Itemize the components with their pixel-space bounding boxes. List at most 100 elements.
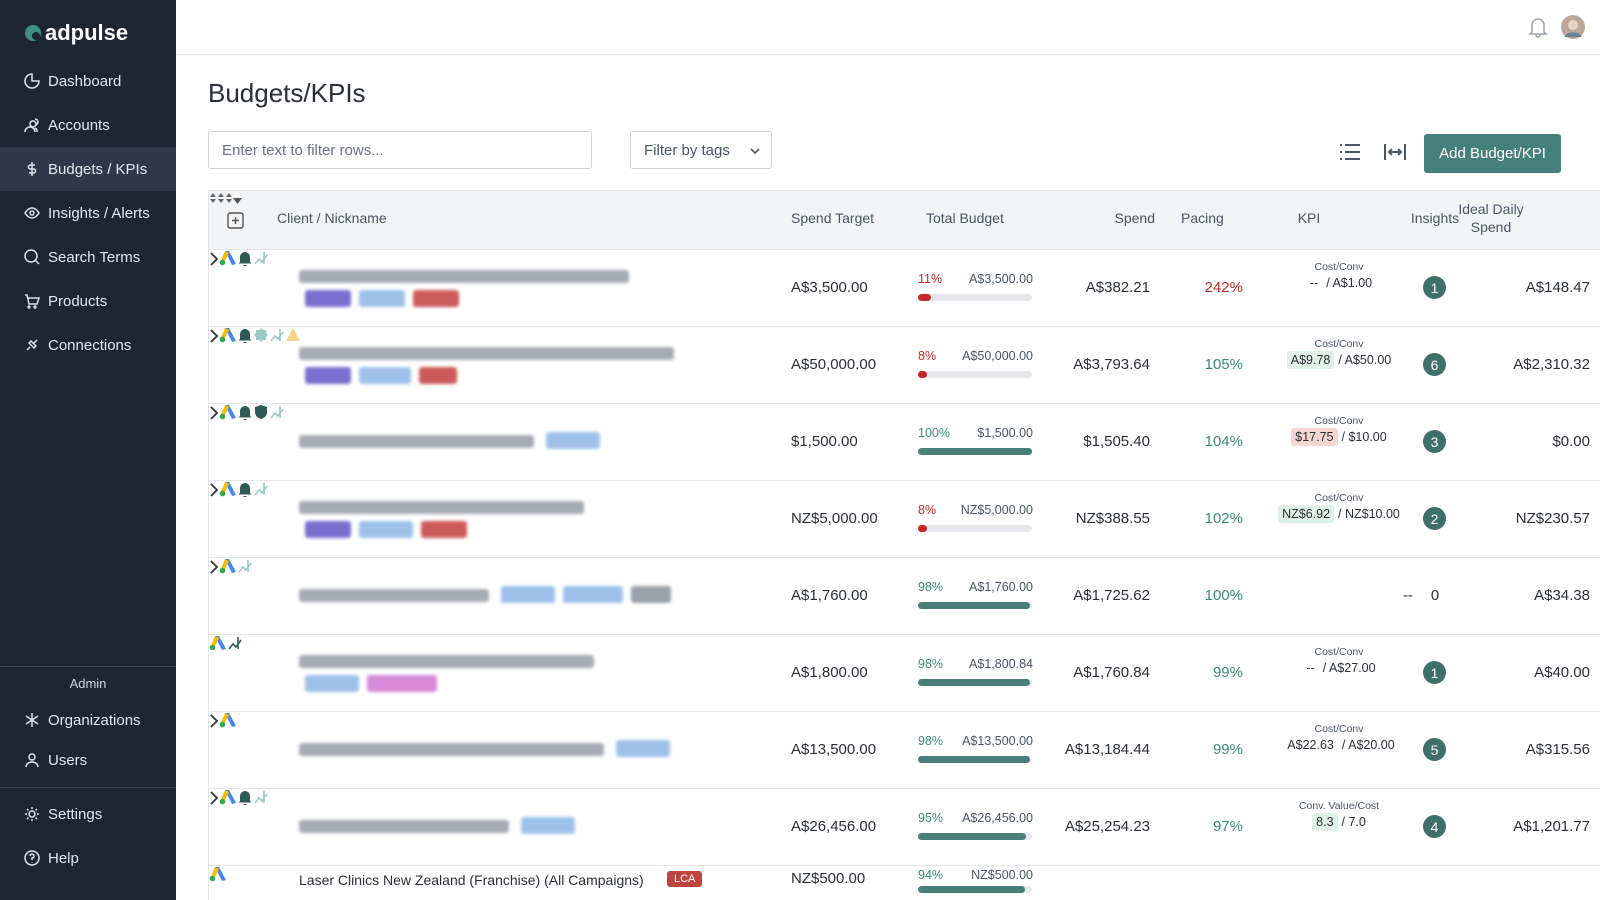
list-view-icon[interactable] [1339,142,1361,162]
nav-item[interactable]: Organizations [0,698,176,742]
status-icon[interactable] [253,404,269,420]
nav-label: Search Terms [48,248,141,266]
progress-bar [918,679,1030,686]
table-row[interactable]: A$13,500.00 98% A$13,500.00 A$13,184.44 99% C… [209,712,1600,789]
brand-logo [25,25,41,41]
add-budget-button[interactable]: Add Budget/KPI [1424,134,1561,173]
budget-percent: 98% [918,734,944,748]
table-row[interactable]: A$50,000.00 8% A$50,000.00 A$3,793.64 105% Co… [209,327,1600,404]
total-budget: $1,500.00 [977,426,1033,440]
insights-badge[interactable]: 5 [1423,738,1446,761]
expand-all-icon[interactable] [227,212,244,229]
expand-toggle[interactable] [209,252,219,266]
client-name-redacted [299,501,584,514]
expand-toggle[interactable] [209,560,219,574]
admin-title: Admin [69,676,107,691]
progress-bar [918,371,928,378]
insights-badge[interactable]: 4 [1423,815,1446,838]
sort-icon[interactable] [233,198,242,204]
status-icon[interactable] [253,327,269,343]
notifications-icon[interactable] [1528,16,1548,38]
table-row[interactable]: A$1,760.00 98% A$1,760.00 A$1,725.62 100% -- 0… [209,558,1600,635]
table-row[interactable]: Laser Clinics New Zealand (Franchise) (A… [209,866,1600,900]
spend: A$1,725.62 [1073,587,1150,604]
insights-badge[interactable]: 6 [1423,353,1446,376]
status-icon[interactable] [253,789,269,805]
tags-filter[interactable]: Filter by tags [630,131,772,169]
nav-item[interactable]: Dashboard [0,59,176,103]
table-row[interactable]: A$1,800.00 98% A$1,800.84 A$1,760.84 99% Cost… [209,635,1600,712]
expand-toggle[interactable] [209,406,219,420]
status-icon[interactable] [285,327,301,343]
insights-badge[interactable]: 2 [1423,507,1446,530]
insights-badge[interactable]: 3 [1423,430,1446,453]
filter-input[interactable]: Enter text to filter rows... [208,131,592,169]
sort-icon[interactable] [225,192,233,204]
status-icon[interactable] [253,250,269,266]
status-icon[interactable] [237,250,253,267]
kpi-label: Cost/Conv [1314,723,1364,735]
status-icon[interactable] [269,404,285,420]
table-row[interactable]: $1,500.00 100% $1,500.00 $1,505.40 104% Cost/… [209,404,1600,481]
status-icon[interactable] [237,558,253,574]
sort-icon[interactable] [209,192,217,204]
fit-width-icon[interactable] [1383,142,1407,162]
nav-item[interactable]: Settings [0,792,176,836]
icon-path [238,329,252,344]
table-row[interactable]: A$26,456.00 95% A$26,456.00 A$25,254.23 97% C… [209,789,1600,866]
nav-icon [24,850,40,866]
google-ads-logo [219,251,236,266]
client-name-redacted [299,270,629,283]
expand-toggle[interactable] [209,483,219,497]
nav-item[interactable]: Users [0,738,176,782]
insights-badge[interactable]: 1 [1423,276,1446,299]
tag-redacted [419,367,457,384]
google-ads-logo [219,405,236,420]
expand-toggle[interactable] [209,329,219,343]
avatar[interactable] [1561,15,1585,39]
status-icon[interactable] [253,481,269,497]
kpi-actual: -- [1306,661,1315,675]
spend: A$382.21 [1085,279,1150,296]
total-budget: A$26,456.00 [962,811,1033,825]
icon-path [210,483,219,497]
tag-redacted [631,586,671,603]
nav-icon [25,807,39,821]
nav-item[interactable]: Connections [0,323,176,367]
nav-item[interactable]: Products [0,279,176,323]
kpi-actual: A$22.63 [1287,738,1334,752]
spend: A$25,254.23 [1064,818,1150,835]
pacing: 242% [1204,279,1243,296]
budgets-table: Client / Nickname Spend Target Total Budge… [208,190,1600,900]
ideal-daily-spend: A$315.56 [1525,741,1590,758]
status-icon[interactable] [237,404,253,421]
spend-target: A$26,456.00 [791,818,877,835]
table-row[interactable]: A$3,500.00 11% A$3,500.00 A$382.21 242% Cost/… [209,250,1600,327]
nav-item[interactable]: Budgets / KPIs [0,147,176,191]
tag-redacted [421,521,467,538]
icon-path [210,329,219,343]
tag-redacted [359,521,413,538]
pacing: 102% [1204,510,1243,527]
progress-track [918,371,1032,378]
nav-item[interactable]: Accounts [0,103,176,147]
tag-redacted [563,586,623,603]
sort-icon[interactable] [217,192,225,204]
table-row[interactable]: NZ$5,000.00 8% NZ$5,000.00 NZ$388.55 102% Cos… [209,481,1600,558]
insights-badge[interactable]: 1 [1423,661,1446,684]
status-icon[interactable] [237,327,253,344]
status-icon[interactable] [269,327,285,343]
expand-toggle[interactable] [209,791,219,805]
expand-toggle[interactable] [209,714,219,728]
budget-percent: 94% [918,868,944,882]
icon-path [286,328,300,341]
nav-label: Settings [48,805,103,823]
status-icon[interactable] [237,789,253,806]
nav-item[interactable]: Insights / Alerts [0,191,176,235]
status-icon[interactable] [227,635,243,651]
nav-item[interactable]: Help [0,836,176,880]
kpi-values: NZ$6.92/ NZ$10.00 [1239,505,1439,523]
status-icon[interactable] [237,481,253,498]
icon-path [233,198,242,204]
nav-item[interactable]: Search Terms [0,235,176,279]
